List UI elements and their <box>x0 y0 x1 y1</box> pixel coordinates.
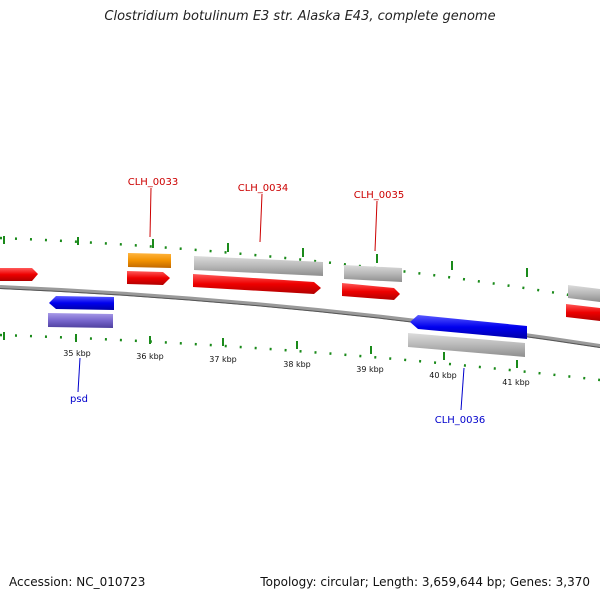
outer-tick-ring <box>0 236 600 302</box>
feature-bar-grey-clh0036[interactable] <box>408 333 525 357</box>
leader-line-psd <box>77 357 81 393</box>
scale-label-39kbp: 39 kbp <box>356 365 384 374</box>
feature-bar-orange[interactable] <box>128 253 171 268</box>
gene-arrow-fwd-clh0033[interactable] <box>127 271 170 285</box>
feature-bar-grey-clh0034[interactable] <box>194 256 323 276</box>
inner-tick-ring <box>0 333 600 382</box>
accession-text: Accession: NC_010723 <box>9 575 146 589</box>
leader-line-clh0036 <box>460 367 465 411</box>
scale-label-35kbp: 35 kbp <box>63 349 91 358</box>
scale-label-40kbp: 40 kbp <box>429 371 457 380</box>
outer-major-ticks <box>3 236 528 277</box>
gene-arrow-fwd-clh0035[interactable] <box>342 283 400 300</box>
leader-line-clh0035 <box>374 200 378 252</box>
scale-label-41kbp: 41 kbp <box>502 378 530 387</box>
gene-label-psd[interactable]: psd <box>70 394 88 405</box>
leader-line-clh0033 <box>149 187 152 238</box>
map-title: Clostridium botulinum E3 str. Alaska E43… <box>104 9 496 24</box>
gene-arrow-rev-psd[interactable] <box>49 296 114 310</box>
scale-label-36kbp: 36 kbp <box>136 352 164 361</box>
feature-bar-purple-psd[interactable] <box>48 313 113 328</box>
feature-bar-grey-clh0035[interactable] <box>344 265 402 282</box>
gene-label-clh0034[interactable]: CLH_0034 <box>238 183 289 194</box>
gene-arrow-fwd-right[interactable] <box>566 304 600 321</box>
inner-major-ticks <box>3 332 518 368</box>
gene-label-clh0033[interactable]: CLH_0033 <box>128 177 179 188</box>
feature-bar-grey-right[interactable] <box>568 285 600 302</box>
topology-summary: Topology: circular; Length: 3,659,644 bp… <box>260 575 590 589</box>
gene-arrow-fwd-0[interactable] <box>0 268 38 281</box>
leader-line-clh0034 <box>259 193 263 243</box>
scale-label-38kbp: 38 kbp <box>283 360 311 369</box>
gene-label-clh0035[interactable]: CLH_0035 <box>354 190 405 201</box>
gene-label-clh0036[interactable]: CLH_0036 <box>435 415 486 426</box>
gene-arrow-fwd-clh0034[interactable] <box>193 274 321 294</box>
scale-label-37kbp: 37 kbp <box>209 355 237 364</box>
gene-arrow-rev-clh0036[interactable] <box>410 315 527 339</box>
